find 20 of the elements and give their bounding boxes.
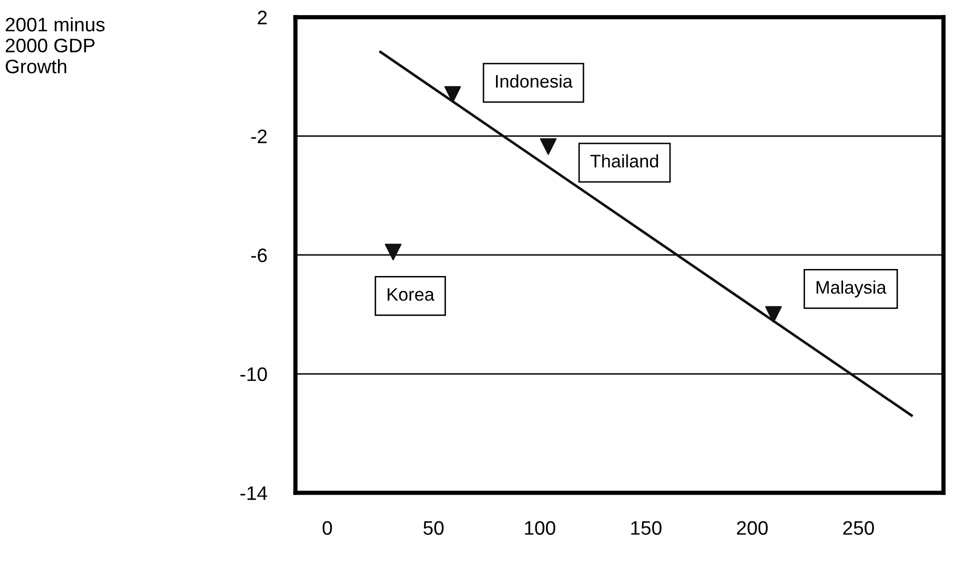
x-tick-label: 250 xyxy=(843,521,874,535)
y-tick-label: -14 xyxy=(240,486,268,500)
annotation: Indonesia xyxy=(496,74,573,88)
x-tick-label: 150 xyxy=(631,521,662,535)
text: 2001 minus 2000 GDP Growth xyxy=(6,17,105,74)
y-tick-label: -6 xyxy=(251,248,267,262)
x-tick-label: 100 xyxy=(525,521,556,535)
annotation: Thailand xyxy=(590,154,658,168)
point xyxy=(384,244,402,260)
y-tick-label: -2 xyxy=(251,130,267,144)
point xyxy=(540,138,557,155)
y-tick-label: -10 xyxy=(240,367,267,382)
point xyxy=(765,306,782,323)
y-tick-label: 2 xyxy=(258,10,267,24)
annotation: Korea xyxy=(388,288,434,301)
annotation: Malaysia xyxy=(816,280,886,298)
x-tick-label: 200 xyxy=(737,521,768,535)
x-tick-label: 50 xyxy=(424,521,444,535)
point xyxy=(444,86,461,103)
x-tick-label: 0 xyxy=(322,521,332,535)
